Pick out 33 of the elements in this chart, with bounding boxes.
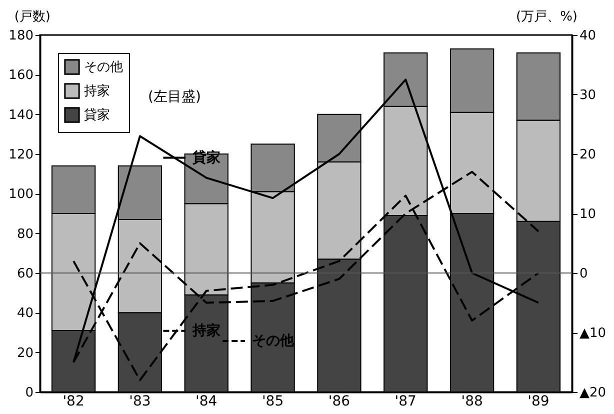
x-tick-label: '85: [262, 394, 284, 410]
y-tick-label: 140: [8, 108, 34, 123]
y-tick-label: 0: [25, 386, 34, 400]
legend-label: 持家: [84, 83, 110, 99]
x-tick-label: '86: [328, 394, 350, 410]
x-tick-label: '89: [528, 394, 550, 410]
legend-label: 持家: [191, 322, 220, 339]
y-tick-label: 20: [16, 346, 34, 361]
y-tick-label: 120: [8, 148, 34, 162]
x-tick-label: '87: [394, 394, 416, 410]
y-axis-title: (戸数): [14, 10, 50, 24]
y2-tick-label: ▲10: [580, 326, 606, 341]
y-tick-label: 180: [8, 28, 34, 44]
y-tick-label: 160: [8, 68, 34, 84]
x-tick-label: '83: [129, 394, 151, 410]
y-tick-label: 80: [16, 226, 34, 242]
y2-tick-label: 0: [580, 266, 588, 282]
y2-tick-label: 40: [580, 28, 596, 44]
legend-label: 貸家: [84, 107, 110, 123]
annotation: (左目盛): [148, 89, 201, 105]
y-tick-label: 100: [8, 187, 34, 202]
x-tick-label: '82: [62, 394, 84, 410]
y2-tick-label: 10: [580, 207, 596, 222]
legend-label: その他: [84, 60, 123, 75]
y2-tick-label: ▲20: [580, 386, 606, 400]
y-tick-label: 60: [16, 266, 34, 282]
y2-tick-label: 30: [580, 88, 596, 103]
legend-label: その他: [252, 332, 295, 349]
x-tick-label: '84: [196, 394, 218, 410]
y-tick-label: 40: [16, 306, 34, 322]
x-tick-label: '88: [461, 394, 483, 410]
y2-axis-title: (万戸、%): [516, 10, 578, 24]
y2-tick-label: 20: [580, 148, 596, 162]
